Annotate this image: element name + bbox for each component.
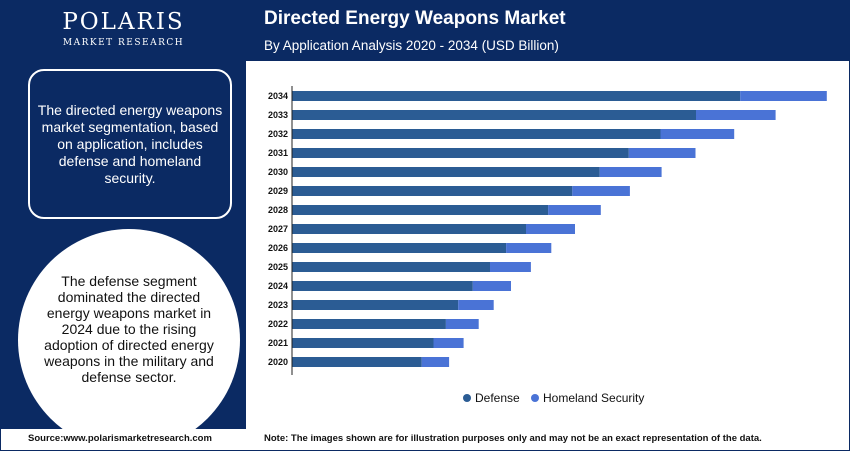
- left-panel: POLARIS MARKET RESEARCH The directed ene…: [1, 1, 246, 429]
- bar-homeland-security-2029: [572, 186, 630, 196]
- bar-homeland-security-2031: [628, 148, 696, 158]
- chart-title: Directed Energy Weapons Market: [264, 8, 566, 29]
- y-tick-label-2023: 2023: [268, 300, 288, 310]
- bar-defense-2021: [292, 338, 434, 348]
- highlight-circle: The defense segment dominated the direct…: [18, 229, 240, 429]
- footer: [1, 429, 849, 450]
- logo-wordmark: POLARIS: [62, 9, 185, 35]
- bar-defense-2022: [292, 319, 446, 329]
- y-tick-label-2032: 2032: [268, 129, 288, 139]
- bar-defense-2027: [292, 224, 526, 234]
- legend: Defense Homeland Security: [463, 391, 644, 405]
- bar-homeland-security-2021: [433, 338, 464, 348]
- bar-defense-2030: [292, 167, 600, 177]
- bar-chart: 2034 2033 2032 2031 2030 2029 2028 2027 2026 2025…: [268, 86, 827, 405]
- bar-defense-2023: [292, 300, 459, 310]
- bar-defense-2026: [292, 243, 507, 253]
- bar-defense-2028: [292, 205, 549, 215]
- bar-defense-2034: [292, 91, 741, 101]
- bar-defense-2029: [292, 186, 573, 196]
- bar-homeland-security-2028: [548, 205, 601, 215]
- bar-defense-2020: [292, 357, 422, 367]
- y-axis-labels: 2034 2033 2032 2031 2030 2029 2028 2027 2026 2025…: [268, 91, 288, 367]
- bar-homeland-security-2020: [421, 357, 450, 367]
- bars-group: [292, 91, 827, 367]
- y-tick-label-2020: 2020: [268, 357, 288, 367]
- bar-defense-2033: [292, 110, 696, 120]
- legend-swatch-homeland-security: [531, 394, 539, 402]
- bar-homeland-security-2030: [599, 167, 662, 177]
- y-tick-label-2029: 2029: [268, 186, 288, 196]
- y-tick-label-2027: 2027: [268, 224, 288, 234]
- bar-homeland-security-2027: [526, 224, 575, 234]
- bar-homeland-security-2023: [458, 300, 494, 310]
- legend-label-homeland-security: Homeland Security: [543, 391, 644, 405]
- chart-header: Directed Energy Weapons Market By Applic…: [246, 1, 849, 61]
- y-tick-label-2034: 2034: [268, 91, 288, 101]
- bar-homeland-security-2033: [696, 110, 776, 120]
- source-text: Source:www.polarismarketresearch.com: [28, 433, 212, 444]
- y-tick-label-2026: 2026: [268, 243, 288, 253]
- disclaimer-note: Note: The images shown are for illustrat…: [264, 433, 762, 444]
- y-tick-label-2031: 2031: [268, 148, 288, 158]
- y-tick-label-2025: 2025: [268, 262, 288, 272]
- y-tick-label-2021: 2021: [268, 338, 288, 348]
- bar-defense-2024: [292, 281, 473, 291]
- bar-homeland-security-2024: [472, 281, 511, 291]
- segmentation-info-text: The directed energy weapons market segme…: [37, 101, 223, 186]
- y-tick-label-2033: 2033: [268, 110, 288, 120]
- bar-defense-2025: [292, 262, 490, 272]
- legend-swatch-defense: [463, 394, 471, 402]
- chart-subtitle: By Application Analysis 2020 - 2034 (USD…: [264, 38, 559, 53]
- bar-homeland-security-2022: [445, 319, 479, 329]
- legend-label-defense: Defense: [475, 391, 520, 405]
- highlight-text: The defense segment dominated the direct…: [44, 273, 214, 385]
- logo-tagline: MARKET RESEARCH: [62, 38, 185, 48]
- polaris-logo: POLARIS MARKET RESEARCH: [1, 7, 246, 57]
- y-tick-label-2022: 2022: [268, 319, 288, 329]
- segmentation-info-box: The directed energy weapons market segme…: [28, 69, 232, 219]
- bar-defense-2032: [292, 129, 661, 139]
- bar-homeland-security-2032: [660, 129, 735, 139]
- bar-defense-2031: [292, 148, 629, 158]
- bar-homeland-security-2034: [740, 91, 827, 101]
- y-tick-label-2028: 2028: [268, 205, 288, 215]
- y-tick-label-2030: 2030: [268, 167, 288, 177]
- bar-homeland-security-2026: [506, 243, 552, 253]
- bar-homeland-security-2025: [490, 262, 531, 272]
- y-tick-label-2024: 2024: [268, 281, 288, 291]
